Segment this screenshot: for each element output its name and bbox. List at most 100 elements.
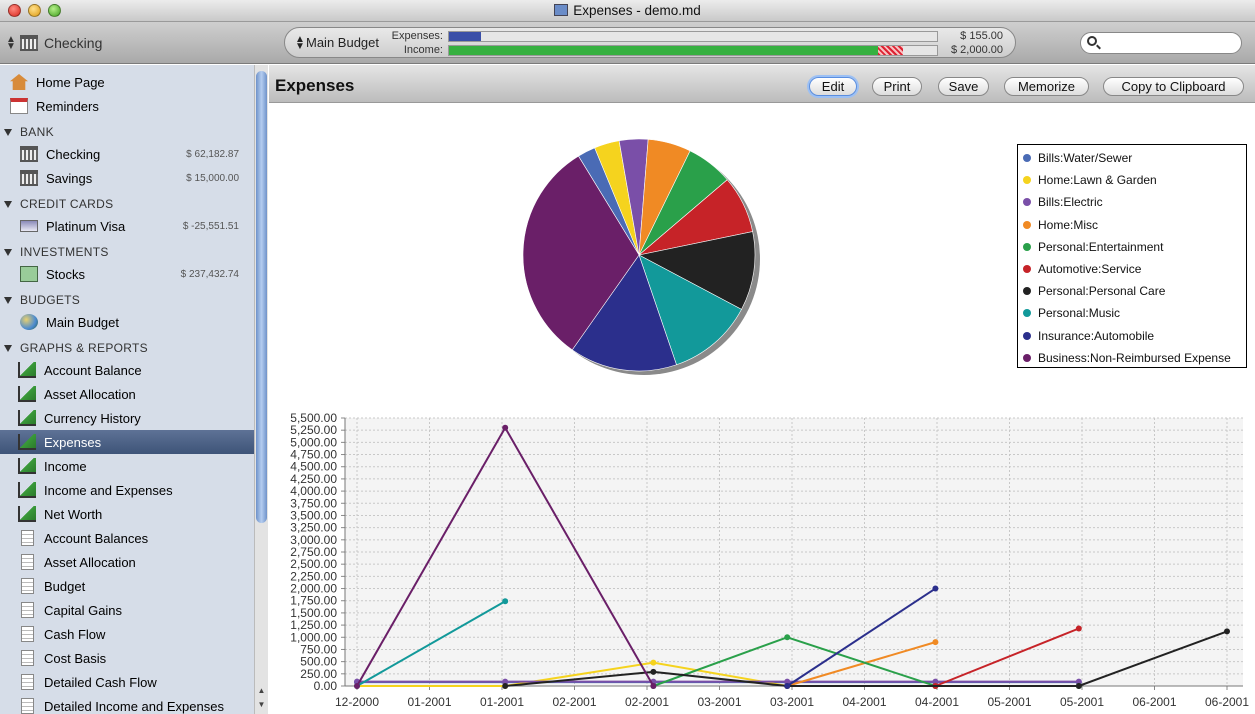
search-input[interactable] (1103, 35, 1235, 51)
sidebar-item-home[interactable]: Home Page (0, 70, 254, 94)
sidebar-item-main-budget[interactable]: Main Budget (0, 310, 254, 334)
sidebar-item-report[interactable]: Budget (0, 574, 254, 598)
sidebar-item-label: Asset Allocation (44, 386, 136, 402)
report-document-icon (21, 698, 34, 714)
report-document-icon (21, 530, 34, 546)
stock-certificate-icon (20, 266, 38, 282)
save-button[interactable]: Save (938, 77, 989, 96)
pie-slice[interactable] (638, 231, 756, 310)
calendar-icon (10, 98, 28, 114)
disclosure-triangle-icon[interactable] (4, 345, 12, 352)
account-selector[interactable]: ▲ ▼ Checking (6, 32, 102, 54)
budget-widget[interactable]: ▲ ▼ Main Budget Expenses: $ 155.00 Income… (284, 27, 1016, 58)
legend-entry: Insurance:Automobile (1023, 328, 1154, 344)
report-document-icon (21, 578, 34, 594)
report-document-icon (21, 650, 34, 666)
pie-slice[interactable] (522, 155, 640, 351)
scrollbar-thumb[interactable] (256, 71, 267, 523)
series-line (786, 641, 936, 687)
window-title: Expenses - demo.md (0, 0, 1255, 22)
report-document-icon (21, 626, 34, 642)
section-graphs-reports[interactable]: GRAPHS & REPORTS (4, 341, 148, 355)
legend-label: Automotive:Service (1038, 262, 1142, 276)
y-tick-label: 3,500.00 (290, 508, 337, 522)
legend-swatch (1023, 198, 1031, 207)
section-investments[interactable]: INVESTMENTS (4, 245, 109, 259)
series-point (784, 683, 791, 689)
bank-icon (20, 170, 38, 186)
sidebar-item-graph[interactable]: Income and Expenses (0, 478, 254, 502)
close-window-button[interactable] (8, 4, 21, 17)
graph-icon (18, 434, 36, 450)
budget-name: Main Budget (306, 35, 379, 50)
series-point (502, 678, 509, 685)
copy-to-clipboard-button[interactable]: Copy to Clipboard (1103, 77, 1244, 96)
account-balance: $ -25,551.51 (182, 220, 239, 232)
sidebar-scrollbar[interactable]: ▲ ▼ (254, 65, 268, 714)
section-label: BANK (20, 125, 54, 139)
budget-selector[interactable]: ▲ ▼ Main Budget (295, 34, 379, 51)
section-bank[interactable]: BANK (4, 125, 54, 139)
expenses-value: $ 155.00 (960, 30, 1003, 42)
sidebar-item-graph[interactable]: Asset Allocation (0, 382, 254, 406)
sidebar-item-platinum-visa[interactable]: Platinum Visa $ -25,551.51 (0, 214, 254, 238)
minimize-window-button[interactable] (28, 4, 41, 17)
sidebar-item-report[interactable]: Account Balances (0, 526, 254, 550)
sidebar: Home Page Reminders BANK Checking $ 62,18… (0, 65, 254, 714)
document-icon (554, 4, 569, 16)
x-tick-label: 06-2001 (1132, 695, 1176, 709)
section-budgets[interactable]: BUDGETS (4, 293, 80, 307)
disclosure-triangle-icon[interactable] (4, 129, 12, 136)
y-tick-label: 5,500.00 (290, 411, 337, 425)
search-field[interactable] (1080, 32, 1242, 54)
legend-entry: Bills:Water/Sewer (1023, 150, 1132, 166)
sidebar-item-report[interactable]: Detailed Income and Expenses (0, 694, 254, 714)
sidebar-item-stocks[interactable]: Stocks $ 237,432.74 (0, 262, 254, 286)
series-point (502, 424, 509, 431)
sidebar-item-savings[interactable]: Savings $ 15,000.00 (0, 166, 254, 190)
legend-label: Business:Non-Reimbursed Expense (1038, 350, 1231, 365)
disclosure-triangle-icon[interactable] (4, 297, 12, 304)
sidebar-item-graph[interactable]: Account Balance (0, 358, 254, 382)
pie-slice[interactable] (571, 254, 677, 372)
sidebar-item-report[interactable]: Detailed Cash Flow (0, 670, 254, 694)
sidebar-item-report[interactable]: Cash Flow (0, 622, 254, 646)
sidebar-item-graph[interactable]: Income (0, 454, 254, 478)
memorize-button[interactable]: Memorize (1004, 77, 1089, 96)
graph-icon (18, 482, 36, 498)
zoom-window-button[interactable] (48, 4, 61, 17)
x-tick-label: 02-2001 (625, 695, 669, 709)
series-line (786, 587, 936, 687)
sidebar-item-label: Income (44, 458, 87, 474)
disclosure-triangle-icon[interactable] (4, 201, 12, 208)
print-button[interactable]: Print (872, 77, 922, 96)
y-tick-label: 1,250.00 (290, 618, 337, 632)
scroll-down-icon[interactable]: ▼ (257, 700, 266, 709)
sidebar-item-graph[interactable]: Currency History (0, 406, 254, 430)
sidebar-item-graph[interactable]: Expenses (0, 430, 254, 454)
legend-label: Insurance:Automobile (1038, 328, 1155, 343)
sidebar-item-reminders[interactable]: Reminders (0, 94, 254, 118)
pie-slice[interactable] (638, 254, 742, 366)
legend-swatch (1023, 287, 1031, 296)
x-tick-label: 06-2001 (1205, 695, 1249, 709)
legend-label: Personal:Entertainment (1038, 239, 1164, 254)
disclosure-triangle-icon[interactable] (4, 249, 12, 256)
y-tick-label: 250.00 (300, 667, 337, 681)
legend-entry: Bills:Electric (1023, 194, 1103, 210)
section-label: CREDIT CARDS (20, 197, 114, 211)
account-selector-label: Checking (44, 35, 103, 51)
sidebar-item-checking[interactable]: Checking $ 62,182.87 (0, 142, 254, 166)
scroll-arrows[interactable]: ▲ ▼ (255, 684, 268, 714)
legend-entry: Personal:Music (1023, 305, 1120, 321)
sidebar-item-report[interactable]: Cost Basis (0, 646, 254, 670)
x-tick-label: 02-2001 (552, 695, 596, 709)
section-credit-cards[interactable]: CREDIT CARDS (4, 197, 113, 211)
y-tick-label: 5,250.00 (290, 423, 337, 437)
sidebar-item-report[interactable]: Asset Allocation (0, 550, 254, 574)
legend-swatch (1023, 331, 1031, 340)
sidebar-item-graph[interactable]: Net Worth (0, 502, 254, 526)
sidebar-item-report[interactable]: Capital Gains (0, 598, 254, 622)
scroll-up-icon[interactable]: ▲ (257, 686, 266, 695)
edit-button[interactable]: Edit (809, 77, 857, 96)
